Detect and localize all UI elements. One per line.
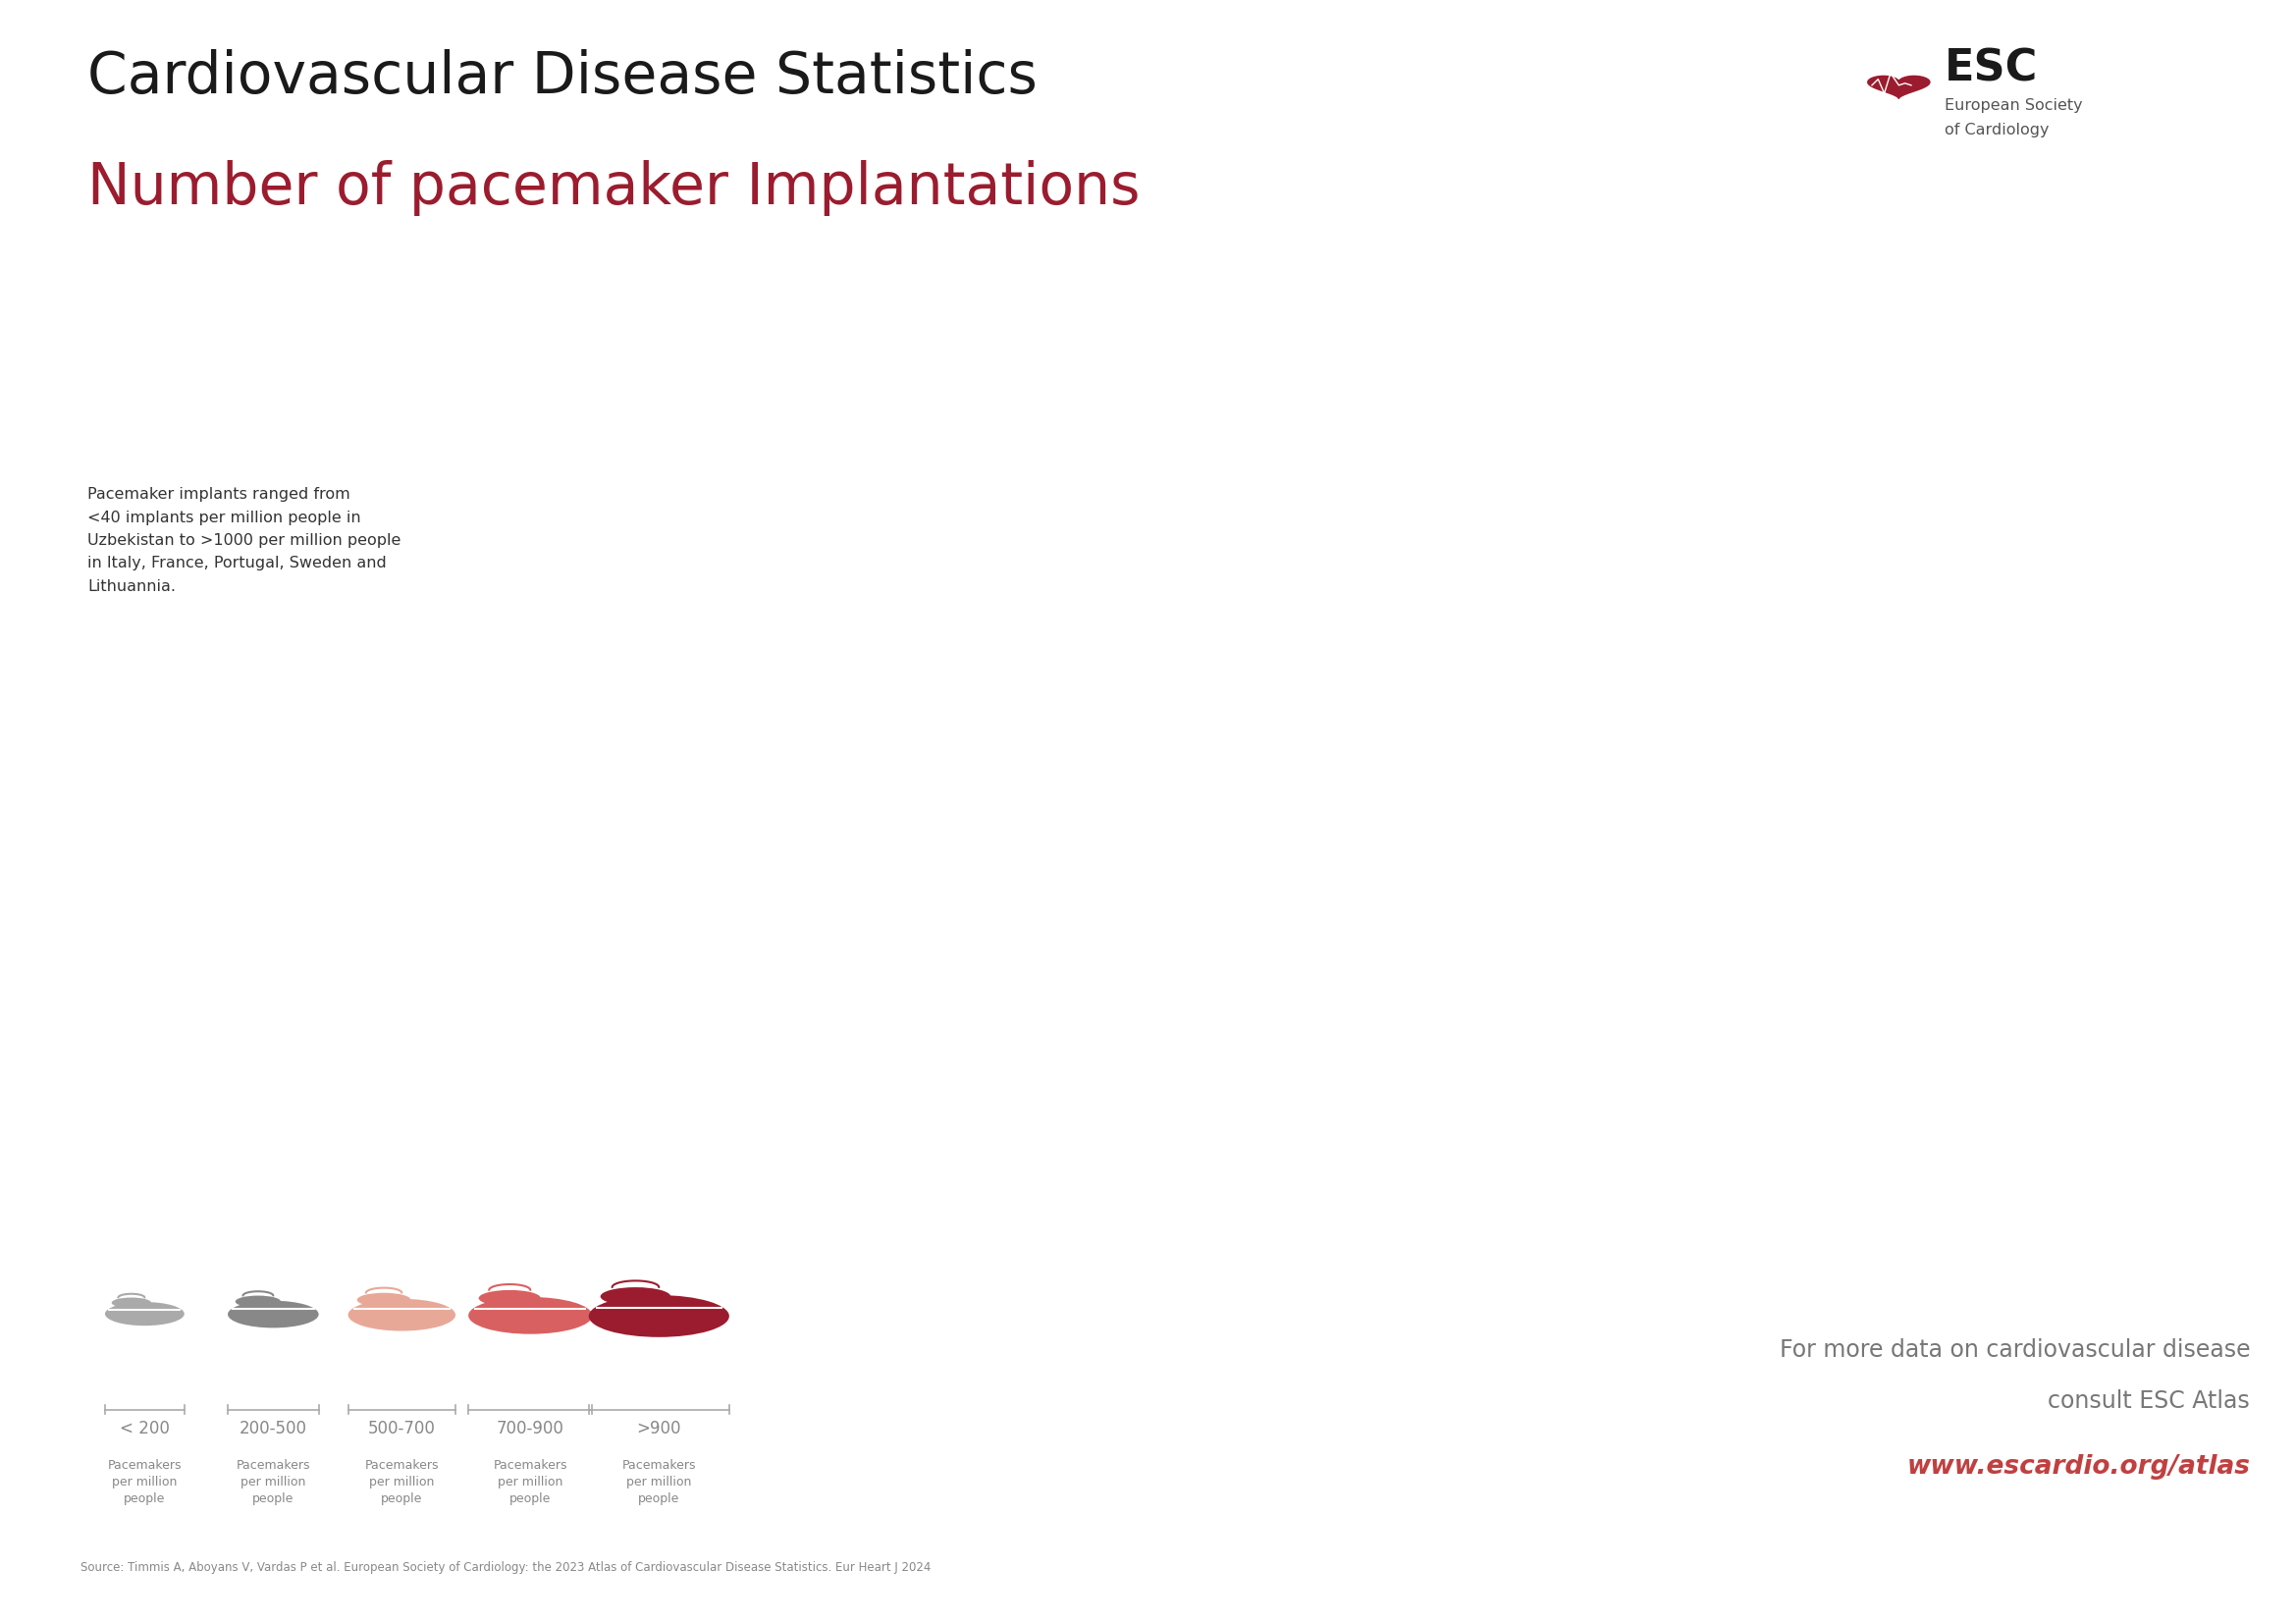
Ellipse shape [478,1289,542,1306]
Text: consult ESC Atlas: consult ESC Atlas [2048,1389,2250,1413]
Text: >900: >900 [636,1419,682,1437]
Text: 500-700: 500-700 [367,1419,436,1437]
Text: European Society: European Society [1945,97,2082,114]
Ellipse shape [113,1298,152,1307]
Text: www.escardio.org/atlas: www.escardio.org/atlas [1906,1455,2250,1479]
Text: of Cardiology: of Cardiology [1945,122,2048,138]
Text: Pacemakers
per million
people: Pacemakers per million people [622,1458,696,1505]
Ellipse shape [588,1296,730,1337]
Ellipse shape [602,1288,670,1306]
Text: Pacemakers
per million
people: Pacemakers per million people [236,1458,310,1505]
Text: 700-900: 700-900 [496,1419,565,1437]
Text: ESC Atlas of Cardiology: ESC Atlas of Cardiology [23,695,41,929]
Ellipse shape [349,1299,455,1332]
Ellipse shape [227,1301,319,1328]
Ellipse shape [236,1296,280,1307]
Text: 200-500: 200-500 [239,1419,308,1437]
Text: Number of pacemaker Implantations: Number of pacemaker Implantations [87,161,1141,216]
Text: Cardiovascular Disease Statistics: Cardiovascular Disease Statistics [87,49,1038,104]
Ellipse shape [468,1298,592,1333]
Text: Pacemakers
per million
people: Pacemakers per million people [494,1458,567,1505]
Text: Pacemaker implants ranged from
<40 implants per million people in
Uzbekistan to : Pacemaker implants ranged from <40 impla… [87,487,402,594]
Polygon shape [1867,76,1929,99]
Text: Source: Timmis A, Aboyans V, Vardas P et al. European Society of Cardiology: the: Source: Timmis A, Aboyans V, Vardas P et… [80,1561,930,1574]
Ellipse shape [358,1293,411,1307]
Text: For more data on cardiovascular disease: For more data on cardiovascular disease [1779,1338,2250,1363]
Ellipse shape [106,1302,184,1325]
Text: < 200: < 200 [119,1419,170,1437]
Text: ESC: ESC [1945,49,2039,89]
Text: Pacemakers
per million
people: Pacemakers per million people [365,1458,439,1505]
Text: Pacemakers
per million
people: Pacemakers per million people [108,1458,181,1505]
